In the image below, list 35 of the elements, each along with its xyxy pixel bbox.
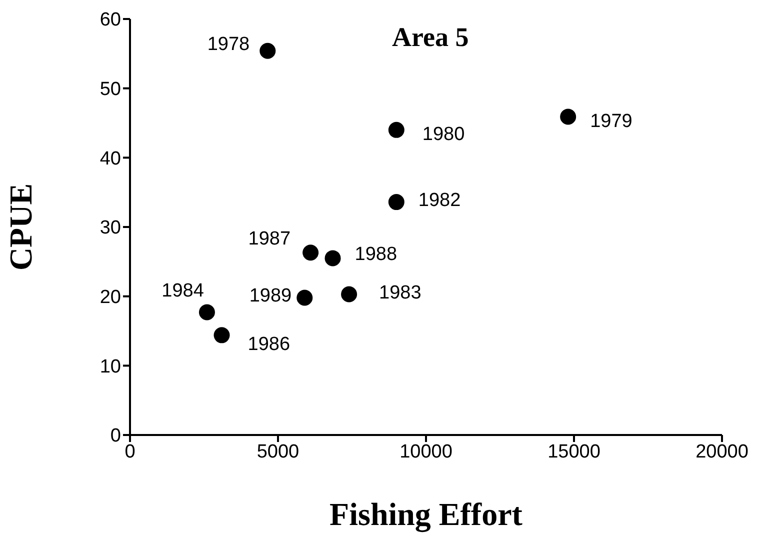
x-tick-label: 15000 <box>548 441 600 462</box>
point <box>198 304 215 320</box>
point <box>560 108 576 125</box>
x-tick-label: 0 <box>124 441 136 462</box>
point <box>388 122 404 138</box>
point <box>260 42 276 59</box>
y-tick-label: 40 <box>100 148 121 170</box>
point <box>302 244 319 261</box>
chart-title: Area 5 <box>392 22 469 53</box>
y-tick-label: 60 <box>100 10 121 31</box>
annotation: 1986 <box>248 334 290 356</box>
annotation: 1980 <box>422 124 465 145</box>
x-tick-label: 5000 <box>256 441 300 462</box>
point <box>341 286 358 302</box>
y-tick-label: 30 <box>100 218 121 239</box>
annotation: 1987 <box>248 228 291 250</box>
x-tick-label: 20000 <box>696 441 748 462</box>
point <box>324 250 341 266</box>
x-tick-label: 10000 <box>400 441 452 462</box>
y-tick-label: 10 <box>100 356 121 378</box>
point <box>296 290 313 306</box>
annotation: 1983 <box>379 282 422 304</box>
annotation: 1989 <box>249 286 292 307</box>
point <box>214 327 230 344</box>
annotation: 1984 <box>162 280 204 302</box>
annotation: 1988 <box>354 244 398 266</box>
annotation: 1978 <box>207 34 250 55</box>
point <box>388 194 404 210</box>
y-tick-label: 0 <box>110 426 121 447</box>
x-axis-title: Fishing Effort <box>330 496 523 533</box>
y-tick-label: 50 <box>100 79 121 100</box>
annotation: 1979 <box>590 110 632 132</box>
y-axis-title: CPUE <box>2 183 38 271</box>
annotation: 1982 <box>418 190 461 212</box>
y-tick-label: 20 <box>100 287 121 308</box>
